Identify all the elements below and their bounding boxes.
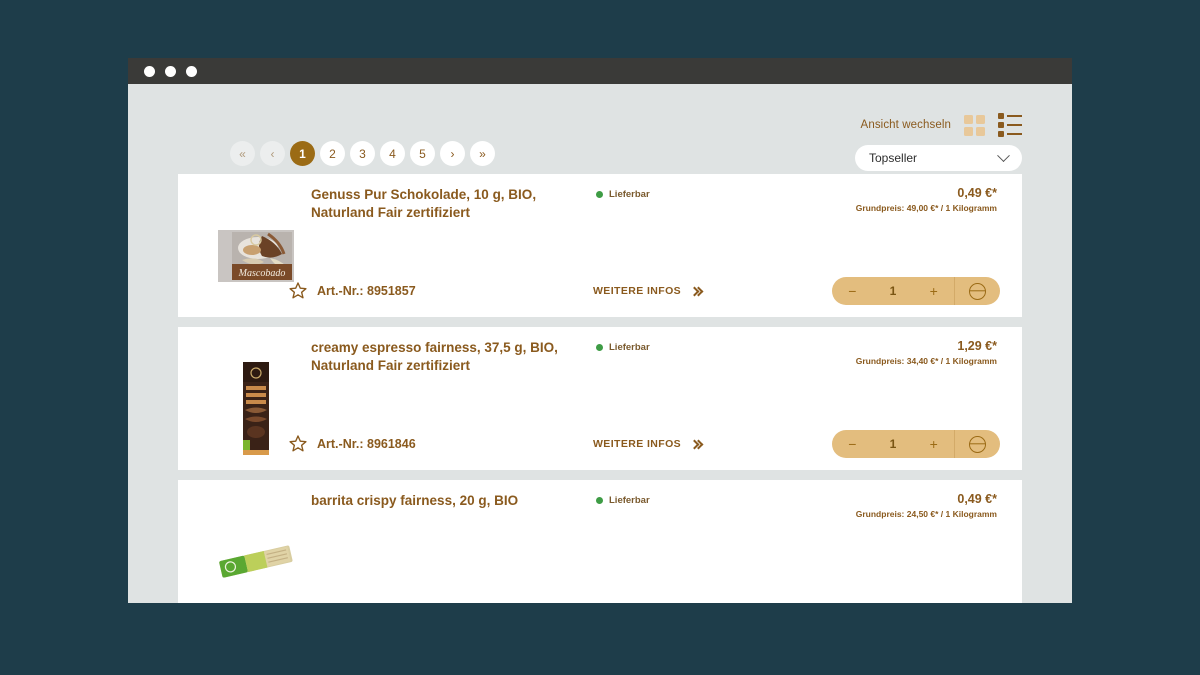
status-badge: Lieferbar (596, 495, 650, 506)
view-switch-label: Ansicht wechseln (860, 119, 951, 131)
product-meta: Art.-Nr.: 8951857 (288, 281, 416, 300)
product-title[interactable]: barrita crispy fairness, 20 g, BIO (311, 493, 519, 508)
status-label: Lieferbar (609, 189, 650, 200)
window-dot-minimize[interactable] (165, 65, 176, 77)
status-dot-icon (596, 191, 603, 198)
status-dot-icon (596, 344, 603, 351)
product-title[interactable]: Genuss Pur Schokolade, 10 g, BIO, Naturl… (311, 187, 537, 221)
sort-select[interactable]: Topseller (855, 145, 1022, 171)
pagination-page-1[interactable]: 1 (290, 141, 315, 166)
double-chevron-right-icon (689, 286, 704, 296)
more-info-link[interactable]: WEITERE INFOS (593, 438, 704, 450)
status-badge: Lieferbar (596, 189, 650, 200)
status-label: Lieferbar (609, 495, 650, 506)
product-image-barrita (219, 545, 293, 577)
listing-toolbar: Ansicht wechseln « ‹ 1 2 3 (178, 84, 1022, 174)
sort-select-value: Topseller (869, 151, 918, 165)
product-title[interactable]: creamy espresso fairness, 37,5 g, BIO, N… (311, 340, 558, 374)
add-to-cart-button[interactable] (954, 430, 1000, 458)
pagination: « ‹ 1 2 3 4 5 › » (230, 141, 495, 166)
grid-view-icon[interactable] (964, 114, 985, 136)
chevron-down-icon (997, 148, 1010, 162)
product-price-block: 0,49 €* Grundpreis: 49,00 €* / 1 Kilogra… (856, 186, 997, 213)
cart-icon (969, 282, 987, 300)
pagination-page-2[interactable]: 2 (320, 141, 345, 166)
quantity-decrease-button[interactable]: − (848, 283, 857, 299)
page-viewport: Ansicht wechseln « ‹ 1 2 3 (128, 84, 1072, 603)
add-to-cart-button[interactable] (954, 277, 1000, 305)
more-info-link[interactable]: WEITERE INFOS (593, 285, 704, 297)
pagination-prev[interactable]: ‹ (260, 141, 285, 166)
status-label: Lieferbar (609, 342, 650, 353)
window-dot-maximize[interactable] (186, 65, 197, 77)
pagination-first[interactable]: « (230, 141, 255, 166)
quantity-stepper: − 1 + (832, 277, 1000, 305)
quantity-value[interactable]: 1 (889, 284, 897, 298)
product-base-price: Grundpreis: 49,00 €* / 1 Kilogramm (855, 203, 997, 213)
window-dot-close[interactable] (144, 65, 155, 77)
svg-text:Mascobado: Mascobado (238, 268, 286, 279)
product-base-price: Grundpreis: 24,50 €* / 1 Kilogramm (855, 509, 997, 519)
more-info-label: WEITERE INFOS (593, 438, 682, 450)
product-thumbnail[interactable]: Mascobado (211, 208, 301, 303)
browser-window: Ansicht wechseln « ‹ 1 2 3 (128, 58, 1072, 603)
pagination-page-5[interactable]: 5 (410, 141, 435, 166)
status-badge: Lieferbar (596, 342, 650, 353)
pagination-next[interactable]: › (440, 141, 465, 166)
pagination-last[interactable]: » (470, 141, 495, 166)
product-card[interactable]: creamy espresso fairness, 37,5 g, BIO, N… (178, 327, 1022, 470)
quantity-increase-button[interactable]: + (929, 436, 938, 452)
pagination-page-3[interactable]: 3 (350, 141, 375, 166)
product-image-mascobado: Mascobado (218, 229, 294, 282)
product-thumbnail[interactable] (211, 361, 301, 456)
product-meta: Art.-Nr.: 8961846 (288, 434, 416, 453)
product-price-block: 1,29 €* Grundpreis: 34,40 €* / 1 Kilogra… (856, 339, 997, 366)
product-price: 0,49 €* (957, 186, 997, 200)
list-view-icon[interactable] (998, 113, 1022, 137)
pagination-page-4[interactable]: 4 (380, 141, 405, 166)
product-price-block: 0,49 €* Grundpreis: 24,50 €* / 1 Kilogra… (856, 492, 997, 519)
product-price: 0,49 €* (957, 492, 997, 506)
article-number: Art.-Nr.: 8951857 (317, 283, 416, 298)
browser-titlebar (128, 58, 1072, 84)
product-card[interactable]: barrita crispy fairness, 20 g, BIO Liefe… (178, 480, 1022, 603)
double-chevron-right-icon (689, 439, 704, 449)
quantity-decrease-button[interactable]: − (848, 436, 857, 452)
more-info-label: WEITERE INFOS (593, 285, 682, 297)
star-icon[interactable] (288, 281, 308, 300)
quantity-value[interactable]: 1 (889, 437, 897, 451)
status-dot-icon (596, 497, 603, 504)
view-switch: Ansicht wechseln (861, 113, 1022, 137)
product-card[interactable]: Mascobado Genuss Pur Schokolade, 10 g, B… (178, 174, 1022, 317)
product-base-price: Grundpreis: 34,40 €* / 1 Kilogramm (855, 356, 997, 366)
product-price: 1,29 €* (957, 339, 997, 353)
cart-icon (969, 435, 987, 453)
star-icon[interactable] (288, 434, 308, 453)
product-thumbnail[interactable] (211, 514, 301, 603)
article-number: Art.-Nr.: 8961846 (317, 436, 416, 451)
quantity-stepper: − 1 + (832, 430, 1000, 458)
product-image-espresso (243, 362, 269, 455)
quantity-increase-button[interactable]: + (929, 283, 938, 299)
